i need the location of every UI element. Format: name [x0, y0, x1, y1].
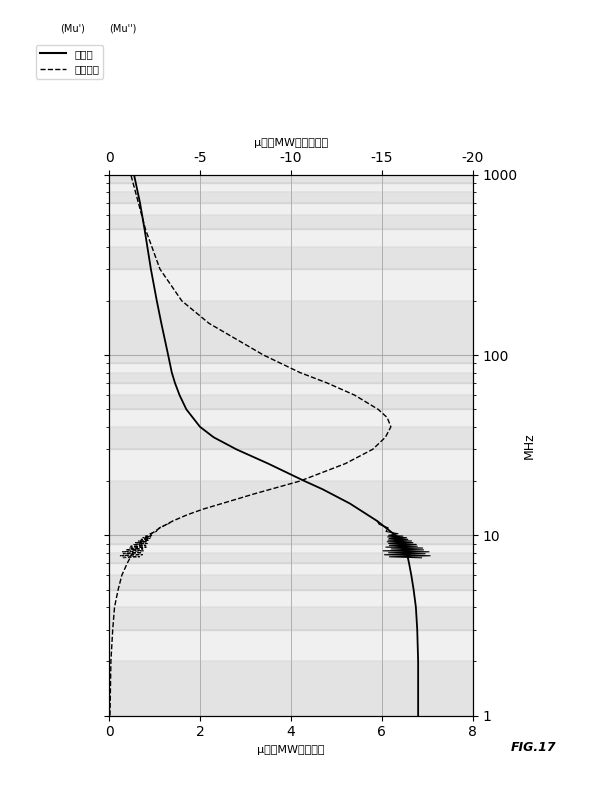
Bar [109, 409, 473, 427]
Bar [109, 427, 473, 449]
Bar [109, 481, 473, 535]
Bar [109, 355, 473, 363]
Bar [109, 449, 473, 481]
Bar [109, 661, 473, 716]
X-axis label: μ（・MW）透磁率: μ（・MW）透磁率 [257, 745, 325, 754]
Bar [109, 183, 473, 192]
X-axis label: μ（・MW）損失係数: μ（・MW）損失係数 [254, 138, 328, 148]
Bar [109, 229, 473, 246]
Bar [109, 175, 473, 183]
Bar [109, 590, 473, 607]
Text: (Mu'): (Mu') [61, 24, 85, 34]
Legend: 透磁率, 損失係数: 透磁率, 損失係数 [36, 45, 103, 79]
Bar [109, 395, 473, 409]
Bar [109, 373, 473, 383]
Bar [109, 301, 473, 355]
Bar [109, 192, 473, 203]
Bar [109, 553, 473, 563]
Text: FIG.17: FIG.17 [510, 741, 556, 754]
Bar [109, 383, 473, 395]
Text: (Mu''): (Mu'') [109, 24, 136, 34]
Bar [109, 576, 473, 590]
Bar [109, 544, 473, 553]
Bar [109, 563, 473, 576]
Bar [109, 270, 473, 301]
Bar [109, 246, 473, 270]
Bar [109, 203, 473, 215]
Bar [109, 535, 473, 544]
Bar [109, 363, 473, 373]
Y-axis label: MHz: MHz [523, 432, 536, 459]
Bar [109, 630, 473, 661]
Bar [109, 215, 473, 229]
Bar [109, 607, 473, 630]
